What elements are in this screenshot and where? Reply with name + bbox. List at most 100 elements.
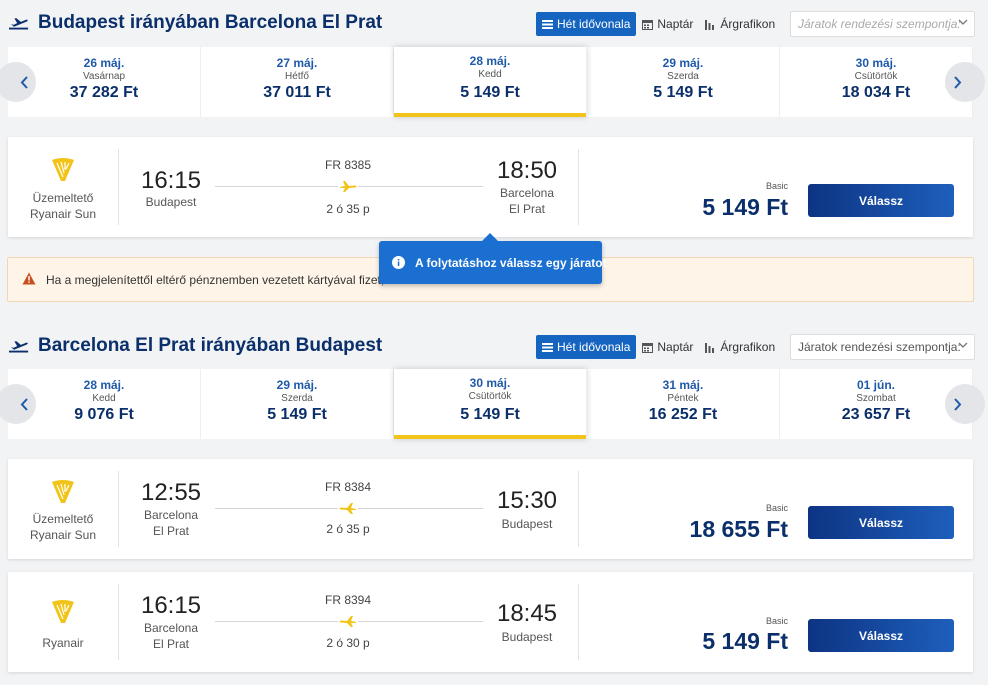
date-price: 18 034 Ft [841,84,911,101]
arrival-place: Barcelona El Prat [482,185,572,217]
select-flight-button[interactable]: Válassz [808,184,954,217]
day-label: Hétfő [285,71,309,82]
outbound-date-strip: 26 máj. Vasárnap 37 282 Ft 27 máj. Hétfő… [0,47,985,117]
select-flight-button[interactable]: Válassz [808,506,954,539]
bar-chart-icon [705,342,715,353]
flight-card-fr8394[interactable]: Ryanair 16:15 Barcelona El Prat FR 8394 … [8,572,973,672]
arrival-place-line: El Prat [508,202,545,216]
sort-placeholder: Járatok rendezési szempontja: [798,340,961,354]
return-view-switcher: Hét idővonala Naptár Árgrafikon [536,335,781,359]
flight-card-fr8385[interactable]: Üzemeltető Ryanair Sun 16:15 Budapest FR… [8,137,973,237]
ryanair-harp-logo-icon [52,480,74,503]
return-sort-select[interactable]: Járatok rendezési szempontja: [790,334,975,360]
chevron-right-icon [954,75,962,89]
departure-time: 12:55 [140,479,202,506]
chevron-left-icon [20,75,28,89]
flight-duration: 2 ó 35 p [326,522,370,536]
price-chart-button[interactable]: Árgrafikon [699,335,781,359]
day-label: Péntek [667,393,699,404]
plane-icon [338,178,358,194]
date-cell-29-maj[interactable]: 29 máj. Szerda 5 149 Ft [201,369,394,439]
outbound-prev-week-button[interactable] [0,62,36,102]
carrier-name: Üzemeltető Ryanair Sun [8,190,118,222]
date-label: 30 máj. [469,376,511,390]
departure-place-line: Barcelona [143,621,199,635]
chevron-left-icon [20,397,28,411]
week-timeline-label: Hét idővonala [557,17,631,31]
day-label: Szerda [667,71,699,82]
day-label: Kedd [478,69,502,80]
week-timeline-button[interactable]: Hét idővonala [536,12,637,36]
plane-icon [338,613,358,629]
date-cell-28-maj-selected[interactable]: 28 máj. Kedd 5 149 Ft [394,47,587,117]
calendar-button[interactable]: Naptár [636,335,699,359]
operator-label: Üzemeltető [32,512,94,526]
chevron-down-icon [958,19,968,25]
list-icon [542,19,553,29]
carrier-info: Üzemeltető Ryanair Sun [8,137,118,237]
divider [118,149,119,225]
departure-place-line: Budapest [145,195,197,209]
outbound-sort-select[interactable]: Járatok rendezési szempontja: [790,11,975,37]
chevron-right-icon [954,397,962,411]
date-price: 5 149 Ft [460,84,520,101]
date-price: 5 149 Ft [460,406,520,423]
week-timeline-label: Hét idővonala [557,340,631,354]
week-timeline-button[interactable]: Hét idővonala [536,335,637,359]
operator-name: Ryanair [42,636,84,650]
arrival-place: Budapest [482,516,572,532]
carrier-name: Üzemeltető Ryanair Sun [8,511,118,543]
ryanair-harp-logo-icon [52,158,74,181]
carrier-info: Üzemeltető Ryanair Sun [8,459,118,559]
day-label: Szerda [281,393,313,404]
calendar-button[interactable]: Naptár [636,12,699,36]
warning-icon [22,272,36,285]
outbound-next-week-button[interactable] [945,62,985,102]
flight-number: FR 8394 [324,593,372,607]
arrival-place: Budapest [482,629,572,645]
date-cell-31-maj[interactable]: 31 máj. Péntek 16 252 Ft [587,369,780,439]
departure-place-line: El Prat [152,637,189,651]
flight-card-fr8384[interactable]: Üzemeltető Ryanair Sun 12:55 Barcelona E… [8,459,973,559]
divider [118,584,119,660]
date-label: 31 máj. [662,378,704,392]
date-cell-28-maj[interactable]: 28 máj. Kedd 9 076 Ft [8,369,201,439]
date-label: 28 máj. [83,378,125,392]
price-chart-button[interactable]: Árgrafikon [699,12,781,36]
departure-place-line: El Prat [152,524,189,538]
day-label: Vasárnap [82,71,126,82]
operator-name: Ryanair Sun [29,207,97,221]
select-flight-button[interactable]: Válassz [808,619,954,652]
flight-price: 18 655 Ft [689,516,788,542]
return-header: Barcelona El Prat irányában Budapest Hét… [0,331,988,365]
departure-place: Barcelona El Prat [126,507,216,539]
carrier-info: Ryanair [8,572,118,672]
fare-type: Basic [765,503,788,513]
outbound-header: Budapest irányában Barcelona El Prat Hét… [0,8,988,42]
notice-text: Ha a megjelenítettől eltérő pénznemben v… [46,273,386,287]
select-flight-tooltip: A folytatáshoz válassz egy járatot [379,233,607,284]
date-cell-30-maj-selected[interactable]: 30 máj. Csütörtök 5 149 Ft [394,369,587,439]
date-price: 5 149 Ft [653,84,713,101]
tooltip-text: A folytatáshoz válassz egy járatot [415,256,607,270]
bar-chart-icon [705,19,715,30]
date-cell-27-maj[interactable]: 27 máj. Hétfő 37 011 Ft [201,47,394,117]
operator-label: Üzemeltető [32,191,94,205]
return-prev-week-button[interactable] [0,384,36,424]
flight-number: FR 8385 [324,158,372,172]
return-next-week-button[interactable] [945,384,985,424]
date-label: 26 máj. [83,56,125,70]
departure-place: Budapest [126,194,216,210]
calendar-label: Naptár [657,340,694,354]
date-label: 28 máj. [469,54,511,68]
info-icon [392,256,405,269]
date-cell-29-maj[interactable]: 29 máj. Szerda 5 149 Ft [587,47,780,117]
divider [578,584,579,660]
chevron-down-icon [958,342,968,348]
date-cell-26-maj[interactable]: 26 máj. Vasárnap 37 282 Ft [8,47,201,117]
date-price: 9 076 Ft [74,406,134,423]
flight-number: FR 8384 [324,480,372,494]
calendar-icon [642,19,654,30]
flight-duration: 2 ó 35 p [326,202,370,216]
date-label: 29 máj. [662,56,704,70]
